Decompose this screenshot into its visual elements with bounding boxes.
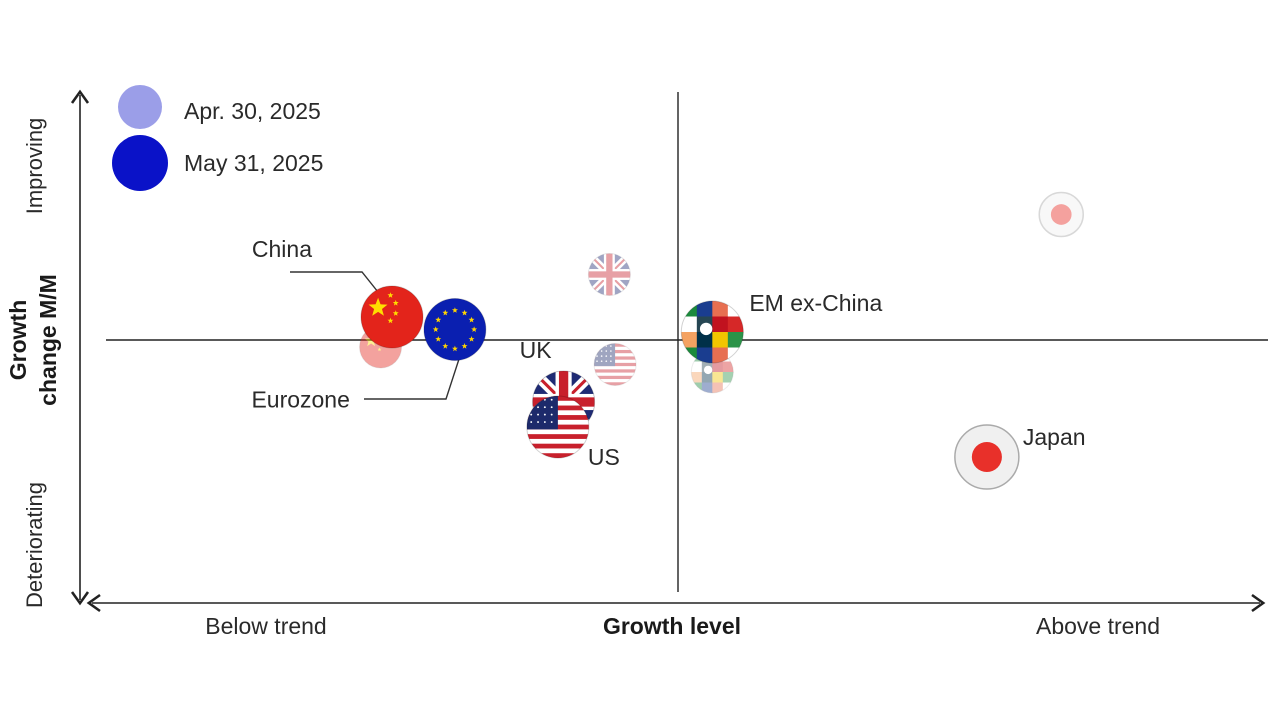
label-china: China <box>252 236 312 262</box>
label-us: US <box>588 444 620 470</box>
point-eurozone-may <box>423 298 487 361</box>
label-japan: Japan <box>1023 424 1086 450</box>
point-uk-apr <box>587 253 631 296</box>
point-japan-apr <box>1038 191 1084 238</box>
legend-label-apr: Apr. 30, 2025 <box>184 98 321 124</box>
label-em-ex-china: EM ex-China <box>749 290 882 316</box>
x-low-label: Below trend <box>205 613 326 639</box>
x-high-label: Above trend <box>1036 613 1160 639</box>
y-axis-title-line2: change M/M <box>35 274 61 406</box>
china-leader-line <box>290 271 379 293</box>
legend-swatch-may <box>112 135 168 191</box>
point-japan-may <box>954 424 1020 490</box>
x-axis-title: Growth level <box>603 613 741 639</box>
point-em-ex-china-may <box>680 300 744 364</box>
point-us-apr <box>593 343 637 386</box>
y-high-label: Improving <box>22 118 47 215</box>
legend-label-may: May 31, 2025 <box>184 150 323 176</box>
y-low-label: Deteriorating <box>22 482 47 608</box>
point-us-may <box>526 395 590 459</box>
legend-swatch-apr <box>118 85 162 129</box>
eurozone-leader-line <box>364 355 461 400</box>
y-axis-title-line1: Growth <box>5 300 31 381</box>
point-china-may <box>360 285 424 349</box>
label-eurozone: Eurozone <box>251 387 349 413</box>
legend: Apr. 30, 2025 May 31, 2025 <box>112 85 323 191</box>
points-layer <box>359 191 1084 490</box>
label-uk: UK <box>520 337 553 363</box>
labels-layer: China Eurozone UK US EM ex-China Japan <box>251 236 1085 470</box>
